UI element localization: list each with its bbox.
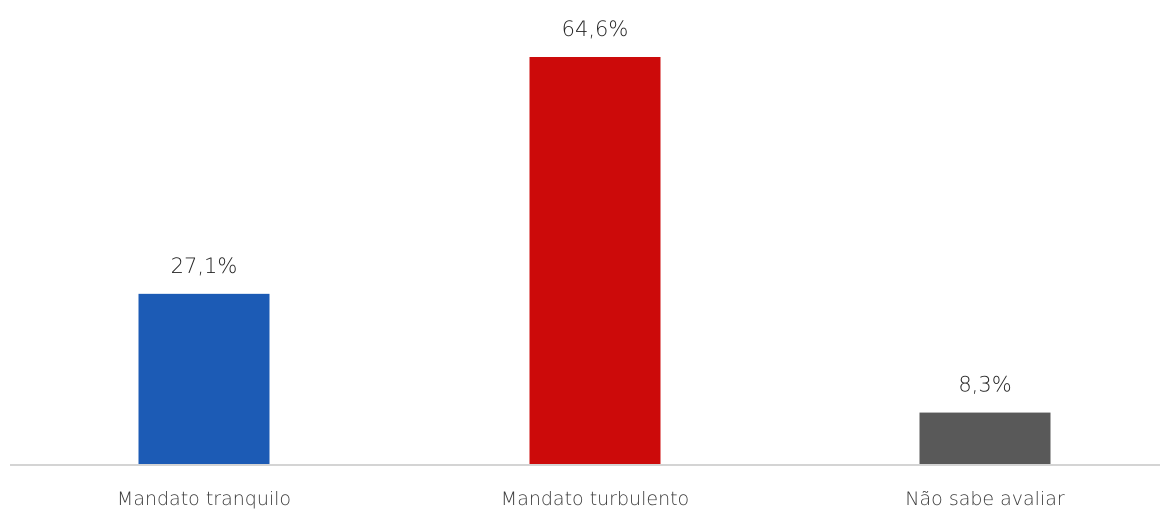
data-label-mandato-tranquilo: 27,1% bbox=[171, 254, 238, 278]
bar-mandato-tranquilo bbox=[138, 293, 270, 465]
labels-layer: 27,1% Mandato tranquilo 64,6% Mandato turbu… bbox=[117, 17, 1065, 510]
category-label-nao-sabe-avaliar: Não sabe avaliar bbox=[905, 488, 1065, 510]
category-label-mandato-tranquilo: Mandato tranquilo bbox=[117, 488, 291, 510]
bar-mandato-turbulento bbox=[529, 57, 661, 465]
data-label-nao-sabe-avaliar: 8,3% bbox=[958, 373, 1011, 397]
category-label-mandato-turbulento: Mandato turbulento bbox=[501, 488, 689, 510]
bar-nao-sabe-avaliar bbox=[919, 412, 1051, 465]
data-label-mandato-turbulento: 64,6% bbox=[562, 17, 629, 41]
bars-layer bbox=[138, 57, 1051, 465]
